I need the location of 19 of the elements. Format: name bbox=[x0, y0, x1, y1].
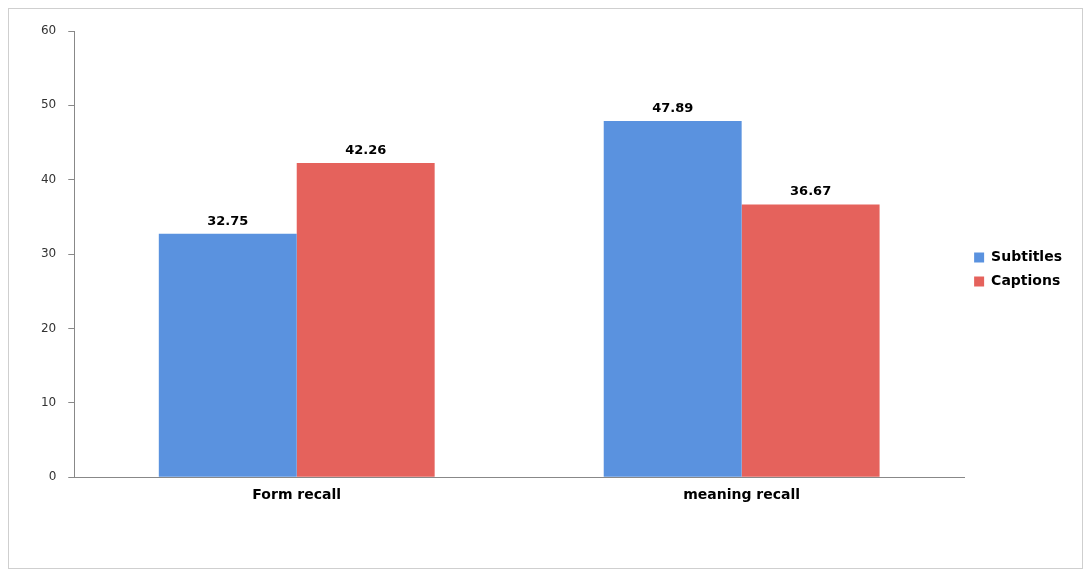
y-tick-label: 40 bbox=[40, 171, 57, 186]
y-tick-label: 20 bbox=[40, 320, 57, 335]
legend-label: Captions bbox=[991, 272, 1061, 289]
y-tick-label: 10 bbox=[40, 394, 57, 409]
legend-label: Subtitles bbox=[991, 248, 1063, 265]
x-tick-label: meaning recall bbox=[683, 486, 801, 503]
bar bbox=[158, 233, 297, 477]
data-label: 36.67 bbox=[790, 183, 832, 199]
bar bbox=[741, 204, 880, 477]
data-label: 32.75 bbox=[207, 212, 249, 228]
y-tick-label: 60 bbox=[40, 23, 57, 38]
bar bbox=[296, 162, 435, 477]
y-tick-label: 30 bbox=[40, 246, 57, 261]
y-tick-label: 50 bbox=[40, 97, 57, 112]
y-tick-label: 0 bbox=[48, 469, 57, 484]
data-label: 42.26 bbox=[345, 141, 387, 157]
data-label: 47.89 bbox=[652, 99, 694, 115]
bar bbox=[603, 121, 742, 477]
x-tick-label: Form recall bbox=[252, 486, 342, 503]
